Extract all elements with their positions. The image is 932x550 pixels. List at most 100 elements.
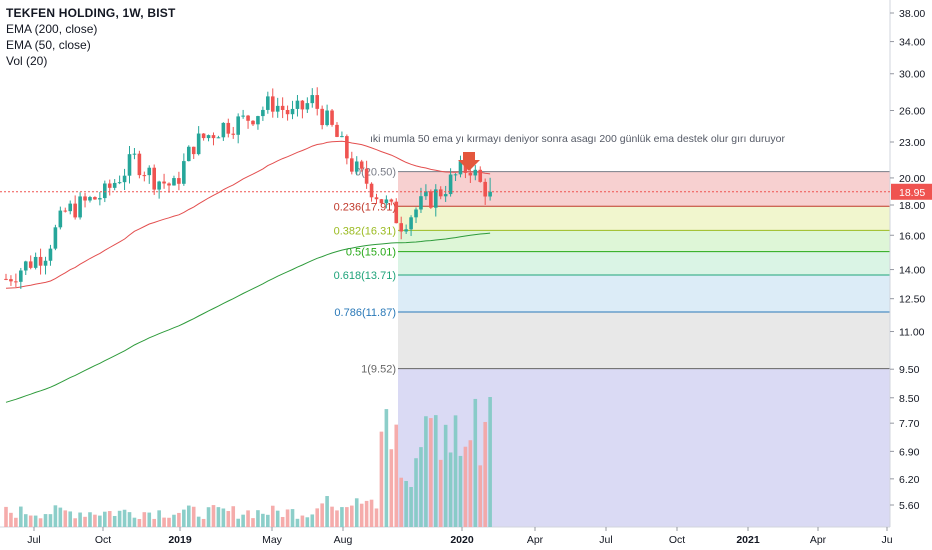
candle-body: [14, 281, 18, 283]
candle-body: [28, 261, 33, 268]
volume-bar: [488, 397, 492, 527]
indicator-ema200[interactable]: EMA (200, close): [6, 22, 98, 36]
time-tick-label: Aug: [334, 534, 353, 546]
volume-bar: [458, 455, 463, 527]
candle-body: [325, 110, 329, 126]
ema200-line: [5, 232, 491, 403]
fib-label: 0.786(11.87): [334, 307, 396, 319]
price-tick-label: 7.70: [899, 418, 920, 430]
candle-body: [216, 137, 221, 139]
volume-bar: [246, 510, 250, 527]
volume-bar: [201, 518, 206, 527]
candle-body: [270, 96, 275, 112]
candle-body: [330, 110, 334, 125]
fib-zone: [398, 171, 890, 207]
volume-bar: [266, 514, 270, 527]
candle-body: [122, 175, 127, 183]
price-tick-label: 38.00: [899, 8, 925, 20]
volume-bar: [424, 416, 428, 527]
volume-bar: [147, 512, 152, 527]
candle-body: [473, 169, 478, 176]
volume-bar: [132, 517, 137, 527]
fib-label: 0.236(17.91): [334, 201, 396, 213]
candle-body: [43, 260, 48, 266]
volume-bar: [236, 518, 240, 527]
volume-bar: [4, 506, 8, 527]
candle-body: [448, 174, 453, 195]
candle-body: [379, 199, 384, 204]
candle-body: [4, 278, 8, 280]
price-tick-label: 26.00: [899, 106, 925, 118]
candle-body: [231, 133, 236, 135]
candle-body: [186, 146, 191, 162]
candle-body: [359, 161, 364, 169]
volume-bar: [463, 446, 468, 527]
candle-body: [236, 116, 240, 135]
fib-label: 0.382(16.31): [334, 225, 396, 237]
candle-body: [320, 108, 324, 126]
volume-bar: [78, 512, 82, 527]
volume-bar: [93, 514, 97, 527]
candle-body: [127, 154, 132, 176]
volume-bar: [107, 511, 112, 527]
candle-body: [162, 181, 166, 184]
candle-body: [117, 182, 122, 184]
candle-body: [340, 136, 344, 138]
volume-bar: [53, 505, 58, 527]
fib-zone: [398, 311, 890, 369]
candle-body: [354, 161, 359, 172]
volume-bar: [384, 409, 389, 527]
volume-bar: [152, 518, 156, 527]
volume-bar: [345, 507, 349, 527]
volume-bar: [354, 498, 359, 527]
volume-bar: [330, 506, 334, 527]
volume-bar: [448, 452, 453, 527]
volume-bar: [73, 518, 77, 527]
volume-bar: [350, 505, 354, 527]
volume-bar: [394, 424, 399, 527]
time-tick-label: 2019: [168, 534, 192, 546]
time-tick-label: Oct: [669, 534, 685, 546]
ema50-line: [5, 140, 491, 289]
candle-body: [438, 189, 443, 197]
indicator-ema50[interactable]: EMA (50, close): [6, 38, 91, 52]
candle-body: [142, 175, 147, 177]
volume-bar: [290, 509, 295, 527]
price-tick-label: 34.00: [899, 37, 925, 49]
candle-body: [9, 279, 13, 282]
volume-bar: [261, 513, 265, 527]
candle-body: [310, 95, 315, 104]
candle-body: [290, 108, 295, 115]
fib-label: 0.618(13.71): [334, 270, 396, 282]
candle-body: [191, 146, 196, 155]
candle-body: [246, 115, 250, 121]
volume-bar: [112, 515, 117, 527]
candle-body: [285, 109, 290, 115]
candle-body: [73, 203, 77, 218]
volume-bar: [468, 440, 473, 527]
volume-bar: [483, 421, 487, 527]
candle-body: [295, 100, 300, 109]
volume-bar: [221, 508, 226, 527]
candle-body: [63, 210, 68, 212]
candle-body: [345, 136, 349, 159]
volume-bar: [310, 514, 315, 527]
indicator-volume[interactable]: Vol (20): [6, 54, 48, 68]
down-arrow-icon: [458, 152, 480, 171]
candle-body: [48, 248, 53, 261]
candle-body: [78, 196, 82, 218]
time-tick-label: 2020: [450, 534, 474, 546]
candle-body: [424, 191, 428, 197]
volume-bar: [438, 459, 443, 527]
candle-body: [132, 153, 137, 155]
candle-body: [305, 103, 310, 110]
price-tick-label: 14.00: [899, 265, 925, 277]
price-tick-label: 12.50: [899, 294, 925, 306]
candle-body: [369, 183, 374, 198]
volume-bar: [191, 506, 196, 527]
volume-bar: [419, 447, 423, 527]
candle-body: [409, 217, 413, 230]
symbol-title[interactable]: TEKFEN HOLDING, 1W, BIST: [6, 6, 176, 20]
candle-body: [261, 109, 265, 117]
